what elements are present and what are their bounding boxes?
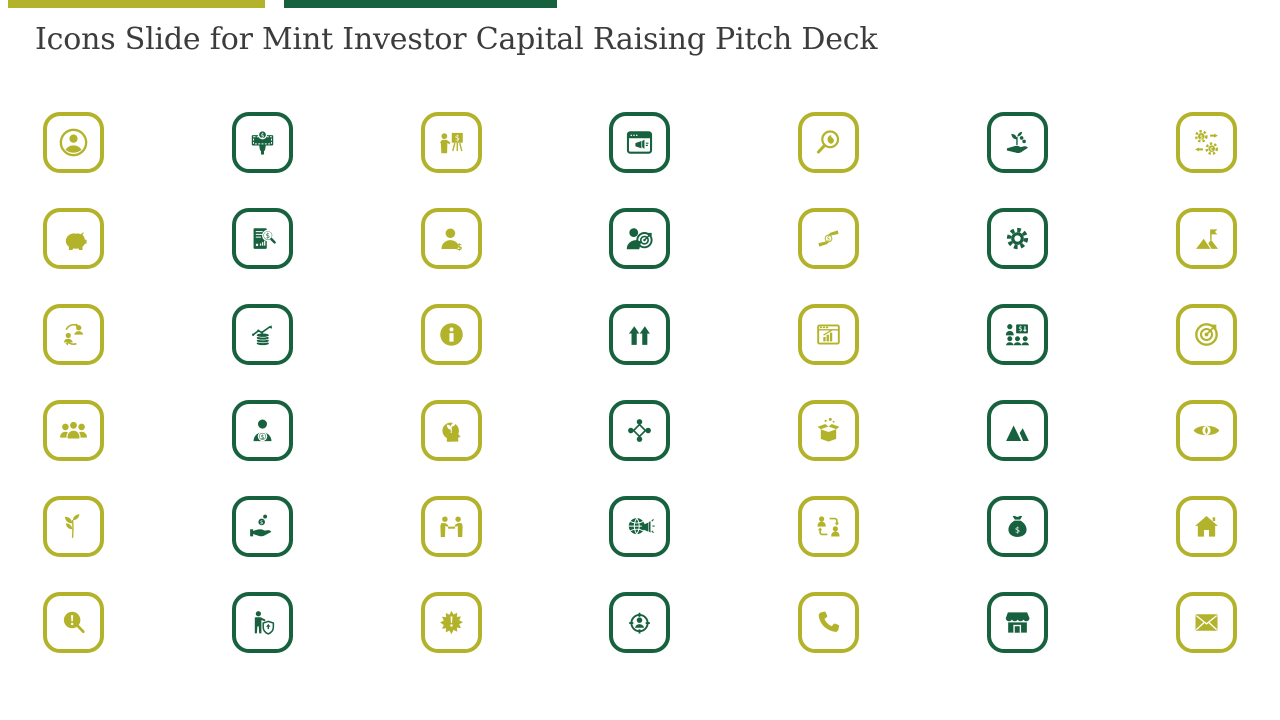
icon-tile: [798, 112, 860, 173]
icon-tile: $: [420, 112, 482, 173]
people-transfer-icon: [817, 516, 840, 537]
storefront-icon: [1005, 612, 1030, 633]
icon-tile: [231, 592, 293, 653]
icon-tile: [798, 304, 860, 365]
creative-mind-icon: [442, 422, 461, 442]
people-network-icon: [628, 419, 652, 442]
svg-text:$: $: [260, 132, 264, 139]
icon-tile: $: [231, 112, 293, 173]
mission-flag-mountain-icon: [1196, 229, 1219, 249]
icon-tile: $ €: [1175, 112, 1237, 173]
svg-text:$: $: [456, 243, 462, 253]
icon-tile: [420, 400, 482, 461]
investor-presentation-icon: $: [439, 132, 463, 154]
home-icon: [1195, 516, 1218, 537]
risk-search-icon: [63, 611, 85, 634]
business-meeting-icon: [440, 516, 463, 537]
icon-tile: [798, 496, 860, 557]
mountain-peaks-icon: [1006, 425, 1030, 441]
svg-text:$: $: [827, 237, 831, 243]
icon-tile: [43, 592, 104, 653]
financial-audit-icon: $: [253, 228, 276, 249]
icon-tile: $: [987, 496, 1049, 557]
web-analytics-icon: [817, 324, 841, 345]
icon-tile: [43, 208, 104, 269]
icon-tile: $: [231, 208, 293, 269]
icon-tile: [609, 592, 671, 653]
icon-tile: [987, 208, 1049, 269]
customer-target-icon: [627, 228, 654, 250]
user-profile-icon: [59, 128, 88, 157]
receive-funds-hand-icon: $: [249, 514, 272, 537]
icon-grid: $ $ $ € $ $ $ $ $ $ $: [43, 112, 1237, 653]
icon-tile: [609, 496, 671, 557]
growth-arrows-chart-icon: [629, 326, 651, 345]
icon-tile: [1175, 304, 1237, 365]
svg-text:$: $: [260, 434, 264, 441]
payroll-team-icon: $: [1006, 324, 1030, 346]
global-promotion-icon: [629, 517, 656, 535]
shareholder-coin-icon: $: [253, 419, 272, 442]
investor-dollar-icon: $: [441, 228, 462, 253]
svg-text:€: €: [1210, 147, 1213, 153]
team-group-icon: [60, 420, 87, 440]
goal-target-arrow-icon: [1195, 323, 1218, 346]
icon-tile: [609, 112, 671, 173]
piggy-bank-icon: [65, 232, 87, 251]
svg-text:$: $: [1019, 325, 1023, 333]
email-envelope-icon: [1195, 614, 1218, 631]
icon-tile: [1175, 592, 1237, 653]
accent-bar-olive: [8, 0, 265, 8]
currency-exchange-gears-icon: $€: [1194, 129, 1219, 156]
icon-tile: [43, 304, 104, 365]
investment-plant-hand-icon: [1007, 131, 1029, 154]
vision-eye-icon: [1193, 425, 1220, 436]
slide-title: Icons Slide for Mint Investor Capital Ra…: [35, 22, 878, 57]
icon-tile: [798, 592, 860, 653]
phone-call-icon: [819, 611, 840, 632]
icon-tile: [420, 304, 482, 365]
icon-tile: $: [420, 208, 482, 269]
icon-tile: [987, 592, 1049, 653]
growth-search-icon: [817, 130, 840, 154]
icon-tile: [609, 304, 671, 365]
icon-tile: [987, 112, 1049, 173]
coin-exchange-hands-icon: $: [818, 230, 839, 247]
icon-tile: $: [798, 208, 860, 269]
icon-tile: [231, 304, 293, 365]
icon-tile: $: [987, 304, 1049, 365]
icon-tile: [43, 496, 104, 557]
svg-text:$: $: [1200, 134, 1203, 140]
svg-text:$: $: [266, 232, 270, 240]
svg-text:$: $: [454, 133, 459, 142]
alert-burst-icon: [439, 610, 463, 635]
money-bag-icon: $: [1008, 515, 1027, 537]
insurance-person-icon: [254, 611, 274, 635]
icon-tile: [609, 400, 671, 461]
icon-tile: [1175, 400, 1237, 461]
web-promotion-icon: [627, 131, 653, 154]
icon-tile: [43, 400, 104, 461]
icon-tile: [1175, 208, 1237, 269]
target-audience-icon: [629, 612, 651, 634]
icon-tile: $: [231, 400, 293, 461]
icon-tile: [420, 496, 482, 557]
accent-bar-green: [284, 0, 557, 8]
icon-tile: $: [231, 496, 293, 557]
cash-payment-hand-icon: $: [251, 130, 274, 155]
icon-tile: [798, 400, 860, 461]
gear-settings-icon: [1007, 227, 1029, 250]
leaves-growth-icon: [64, 514, 80, 538]
info-icon: [439, 323, 463, 346]
svg-text:$: $: [1015, 525, 1020, 535]
product-launch-box-icon: [817, 417, 840, 442]
icon-tile: [609, 208, 671, 269]
svg-text:$: $: [260, 520, 263, 526]
money-growth-trend-icon: [251, 325, 272, 346]
icon-tile: [43, 112, 104, 173]
icon-tile: [987, 400, 1049, 461]
icon-tile: [1175, 496, 1237, 557]
people-sync-icon: [63, 323, 84, 346]
icon-tile: [420, 592, 482, 653]
